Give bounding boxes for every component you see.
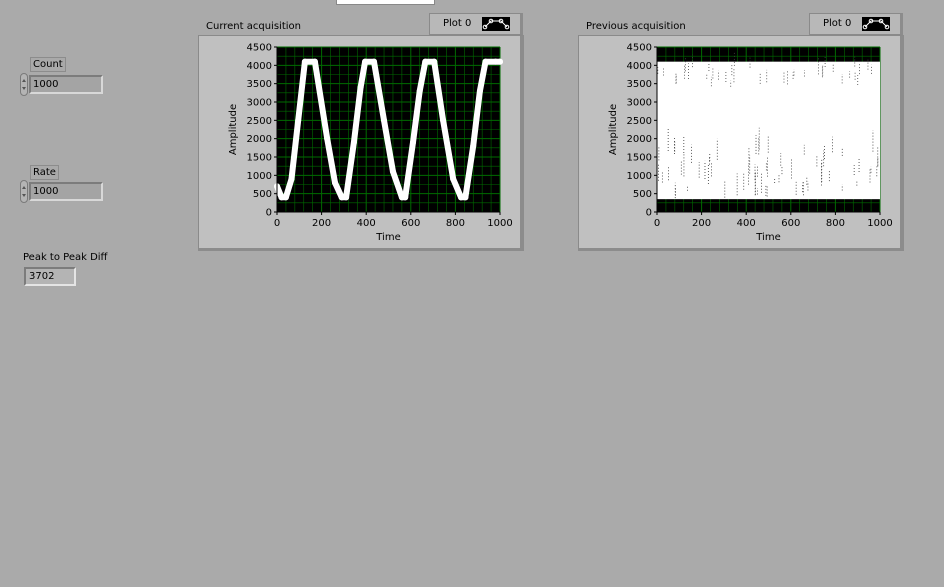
count-increment-decrement[interactable] (20, 73, 28, 96)
data-point (492, 58, 499, 65)
y-tick-label: 2000 (247, 134, 272, 145)
y-tick-label: 2500 (627, 116, 652, 127)
data-point (431, 58, 438, 65)
count-input[interactable]: 1000 (29, 75, 103, 94)
previous-acquisition-chart: 0 500 1000 1500 2000 2500 3000 3500 4000 4500 0 200… (608, 43, 893, 244)
data-point (282, 194, 289, 201)
y-tick-label: 1000 (627, 171, 652, 182)
data-point (311, 58, 318, 65)
peak-to-peak-label: Peak to Peak Diff (23, 252, 108, 263)
data-point (497, 58, 503, 65)
increment-arrow-icon[interactable] (22, 186, 26, 189)
data-point (470, 143, 477, 149)
decrement-arrow-icon[interactable] (22, 87, 26, 90)
y-tick-label: 500 (633, 189, 652, 200)
y-tick-label: 1000 (247, 171, 272, 182)
plot-style-icon (482, 17, 510, 31)
x-tick-label: 200 (312, 218, 331, 229)
top-control-edge (336, 0, 435, 5)
y-tick-label: 2500 (247, 116, 272, 127)
x-tick-label: 600 (781, 218, 800, 229)
rate-input[interactable]: 1000 (29, 182, 103, 201)
data-point (343, 194, 350, 201)
previous-graph-title: Previous acquisition (586, 21, 686, 32)
data-point (357, 84, 364, 91)
y-tick-label: 500 (253, 189, 272, 200)
data-point (371, 58, 378, 65)
current-graph-title: Current acquisition (206, 21, 301, 32)
data-point (462, 194, 469, 201)
trace-texture (656, 51, 879, 199)
current-acquisition-chart: 0 500 1000 1500 2000 2500 3000 3500 4000 4500 0 200… (228, 43, 513, 244)
x-tick-label: 1000 (867, 218, 892, 229)
y-tick-label: 3000 (247, 98, 272, 109)
x-tick-label: 0 (274, 218, 280, 229)
y-tick-label: 0 (646, 208, 652, 219)
y-tick-label: 3500 (247, 79, 272, 90)
data-point (410, 139, 417, 146)
plot-style-icon (862, 17, 890, 31)
x-tick-label: 200 (692, 218, 711, 229)
y-tick-label: 0 (266, 208, 272, 219)
x-tick-label: 800 (826, 218, 845, 229)
data-point (301, 58, 308, 65)
legend-plot-label: Plot 0 (443, 18, 472, 29)
data-point (331, 179, 338, 186)
previous-plot-legend[interactable]: Plot 0 (809, 13, 903, 35)
data-envelope (657, 61, 880, 200)
data-point (295, 117, 302, 124)
rate-increment-decrement[interactable] (20, 180, 28, 203)
x-tick-label: 400 (357, 218, 376, 229)
data-point (350, 139, 357, 146)
rate-label: Rate (30, 165, 59, 180)
data-point (402, 194, 409, 201)
peak-to-peak-indicator: 3702 (24, 267, 76, 286)
y-tick-label: 4000 (627, 61, 652, 72)
y-tick-label: 4500 (247, 43, 272, 54)
x-tick-label: 400 (737, 218, 756, 229)
y-tick-label: 3500 (627, 79, 652, 90)
data-point (440, 117, 447, 124)
x-tick-label: 600 (401, 218, 420, 229)
data-point (450, 176, 457, 182)
y-tick-label: 4000 (247, 61, 272, 72)
data-point (381, 117, 388, 124)
increment-arrow-icon[interactable] (22, 79, 26, 82)
data-point (362, 58, 369, 65)
data-point (288, 176, 295, 182)
y-tick-label: 1500 (247, 153, 272, 164)
legend-plot-label: Plot 0 (823, 18, 852, 29)
count-label: Count (30, 57, 66, 72)
y-tick-label: 2000 (627, 134, 652, 145)
data-point (338, 194, 345, 201)
data-point (422, 58, 429, 65)
x-tick-label: 1000 (487, 218, 512, 229)
x-tick-label: 0 (654, 218, 660, 229)
y-tick-label: 1500 (627, 153, 652, 164)
data-point (457, 194, 464, 201)
data-point (482, 58, 489, 65)
y-axis-label: Amplitude (608, 104, 619, 155)
decrement-arrow-icon[interactable] (22, 194, 26, 197)
current-plot-legend[interactable]: Plot 0 (429, 13, 523, 35)
data-point (416, 88, 423, 94)
y-tick-label: 4500 (627, 43, 652, 54)
y-tick-label: 3000 (627, 98, 652, 109)
data-point (324, 135, 331, 142)
x-tick-label: 800 (446, 218, 465, 229)
y-axis-label: Amplitude (228, 104, 239, 155)
x-axis-label: Time (755, 232, 780, 243)
data-point (278, 194, 285, 201)
data-point (389, 168, 396, 175)
x-axis-label: Time (375, 232, 400, 243)
data-point (476, 88, 483, 94)
